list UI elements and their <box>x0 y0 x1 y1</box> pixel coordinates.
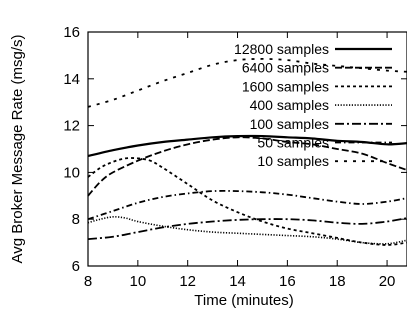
x-tick-labels: 8 10 12 14 16 18 20 <box>84 273 396 290</box>
x-tick-label: 10 <box>130 273 147 290</box>
y-tick-label: 16 <box>63 24 80 41</box>
x-tick-label: 12 <box>179 273 196 290</box>
series-line-100-samples <box>87 217 407 240</box>
series-line-1600-samples <box>87 157 407 246</box>
legend-label: 10 samples <box>257 153 329 169</box>
series-line-6400-samples <box>87 136 407 197</box>
y-tick-label: 8 <box>72 211 80 228</box>
x-axis-title: Time (minutes) <box>194 292 293 309</box>
legend-label: 400 samples <box>250 97 329 113</box>
x-tick-label: 14 <box>229 273 246 290</box>
plot-frame <box>87 31 407 267</box>
legend-label: 6400 samples <box>242 60 329 76</box>
x-tick-label: 20 <box>379 273 396 290</box>
legend-label: 12800 samples <box>234 41 329 57</box>
x-tick-label: 16 <box>279 273 296 290</box>
x-tick-label: 8 <box>84 273 92 290</box>
series-lines <box>87 58 407 246</box>
legend: 12800 samples 6400 samples 1600 samples 400… <box>234 41 392 169</box>
y-axis-title: Avg Broker Message Rate (msg/s) <box>9 35 26 264</box>
y-tick-labels: 6 8 10 12 14 16 <box>63 24 80 275</box>
x-tick-label: 18 <box>329 273 346 290</box>
y-tick-label: 6 <box>72 258 80 275</box>
y-tick-label: 12 <box>63 118 80 135</box>
y-tick-label: 14 <box>63 71 80 88</box>
legend-label: 50 samples <box>257 135 329 151</box>
series-line-12800-samples <box>87 134 407 158</box>
series-line-50-samples <box>87 189 407 221</box>
y-tick-label: 10 <box>63 164 80 181</box>
series-line-400-samples <box>87 216 407 245</box>
legend-label: 100 samples <box>250 116 329 132</box>
legend-label: 1600 samples <box>242 78 329 94</box>
